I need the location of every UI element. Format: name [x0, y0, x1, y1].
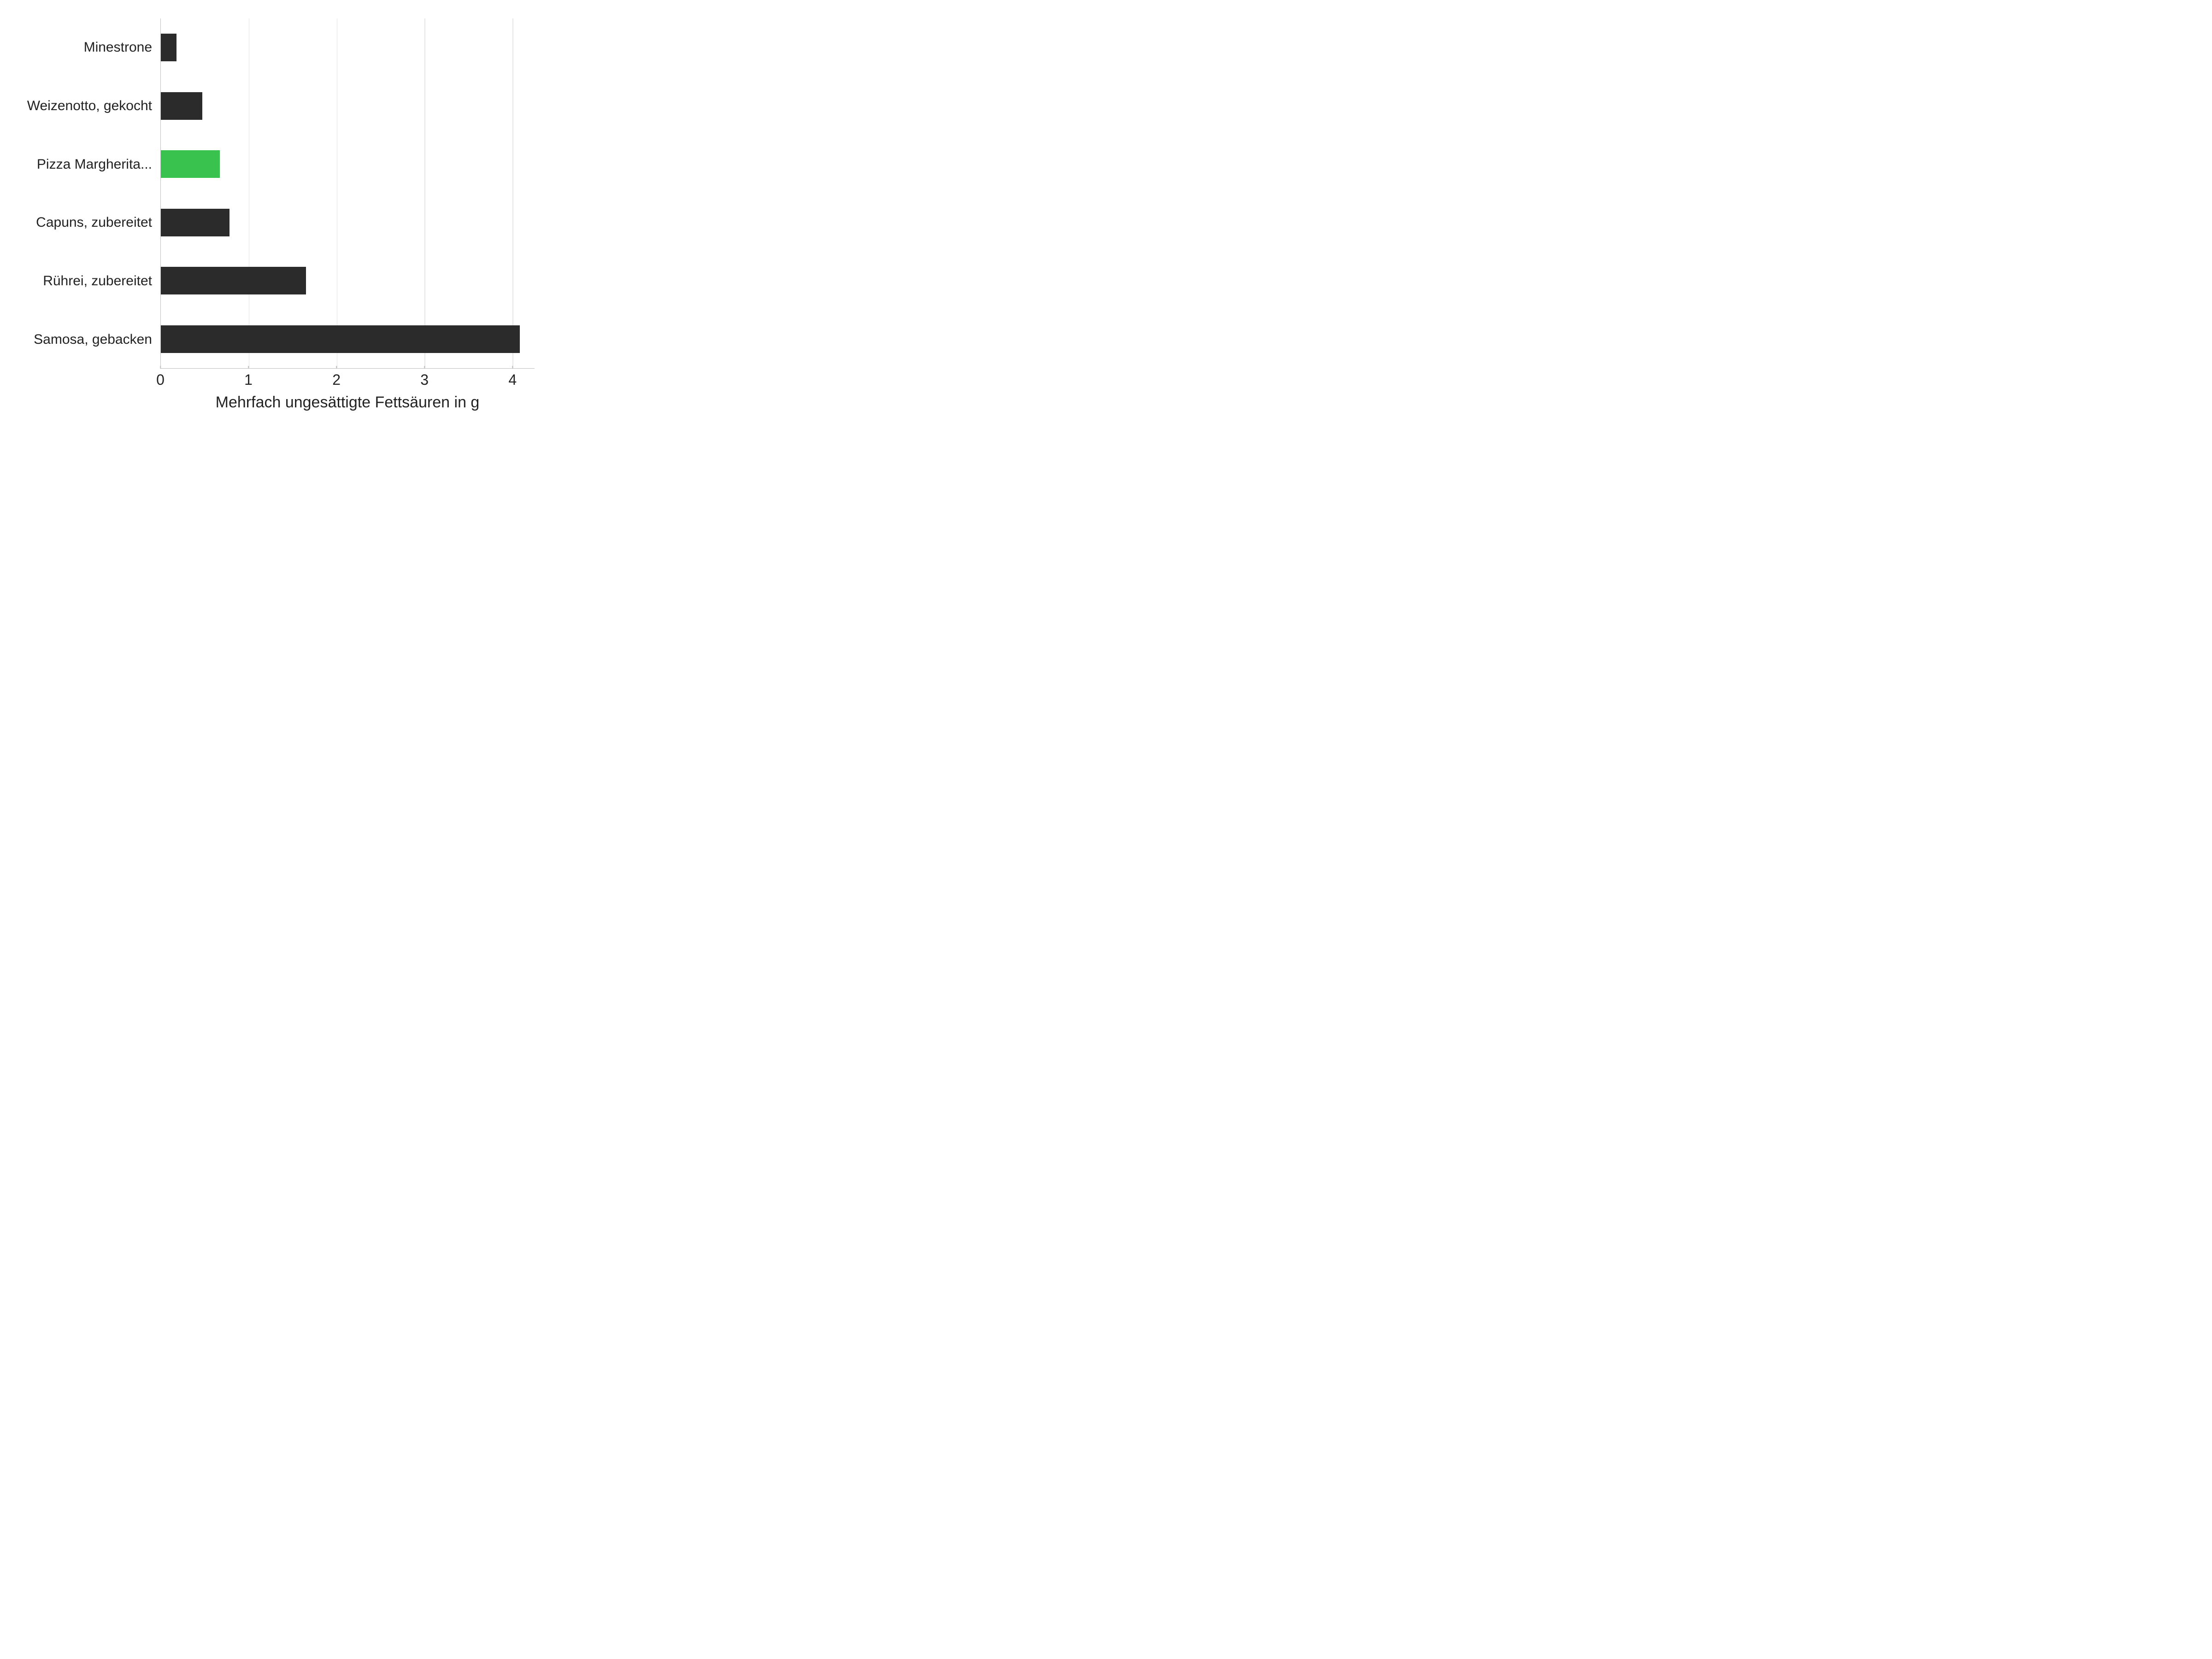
y-axis-label: Rührei, zubereitet	[18, 273, 152, 289]
x-tickmark	[424, 366, 425, 369]
bar	[161, 92, 202, 120]
bar	[161, 267, 306, 294]
bar-row	[161, 209, 535, 236]
x-axis-tick-label: 4	[508, 371, 517, 388]
x-tickmark	[512, 366, 513, 369]
x-axis-tick-label: 3	[420, 371, 429, 388]
chart-body: Minestrone Weizenotto, gekocht Pizza Margh…	[18, 18, 535, 369]
bar-row	[161, 92, 535, 120]
x-tickmark	[336, 366, 337, 369]
fatty-acids-chart: Minestrone Weizenotto, gekocht Pizza Margh…	[0, 0, 553, 415]
y-axis-labels: Minestrone Weizenotto, gekocht Pizza Margh…	[18, 18, 160, 369]
bar-row	[161, 325, 535, 353]
bar	[161, 34, 176, 61]
bar	[161, 209, 229, 236]
bar	[161, 325, 520, 353]
x-tickmark	[160, 366, 161, 369]
bar-row	[161, 150, 535, 178]
x-axis-tick-label: 1	[244, 371, 253, 388]
x-axis-ticks: 01234	[160, 369, 535, 392]
x-axis-tick-label: 2	[332, 371, 341, 388]
x-tickmark	[248, 366, 249, 369]
x-axis-title: Mehrfach ungesättigte Fettsäuren in g	[160, 394, 535, 412]
plot-area	[160, 18, 535, 369]
bar-row	[161, 34, 535, 61]
y-axis-label: Pizza Margherita...	[18, 157, 152, 172]
y-axis-label: Weizenotto, gekocht	[18, 98, 152, 114]
y-axis-label: Samosa, gebacken	[18, 332, 152, 347]
bar	[161, 150, 220, 178]
y-axis-label: Minestrone	[18, 40, 152, 55]
bars	[161, 18, 535, 368]
x-axis-tick-label: 0	[156, 371, 165, 388]
bar-row	[161, 267, 535, 294]
y-axis-label: Capuns, zubereitet	[18, 215, 152, 230]
